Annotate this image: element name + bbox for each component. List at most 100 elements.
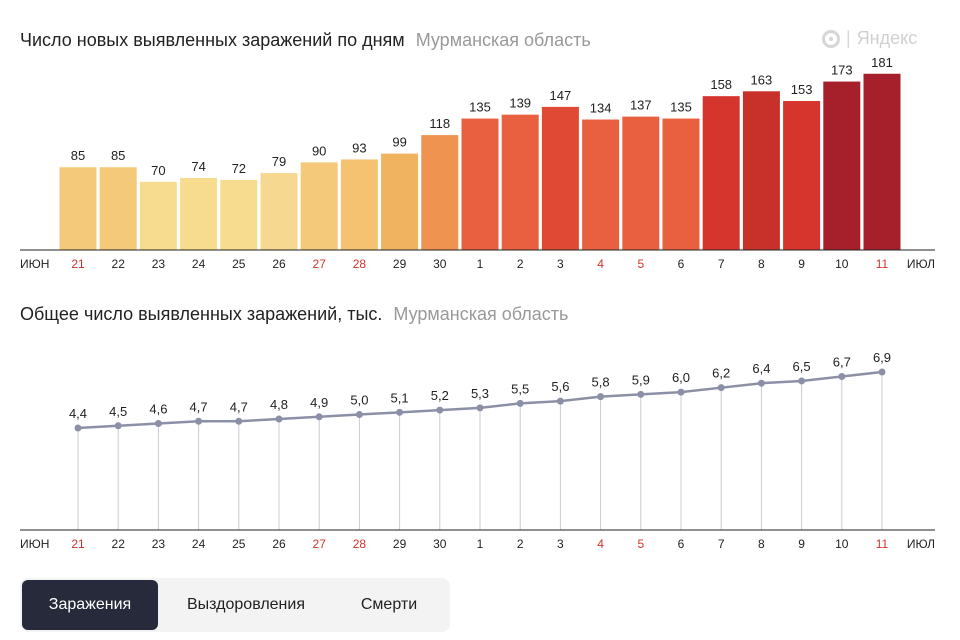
- x-tick-label: 28: [353, 537, 367, 551]
- x-tick-label: 27: [313, 257, 327, 271]
- chart2-title-row: Общее число выявленных заражений, тыс. М…: [20, 304, 568, 325]
- x-axis-end-label: ИЮЛ: [907, 257, 935, 271]
- data-point: [74, 424, 82, 432]
- bar: [59, 167, 97, 250]
- data-point: [396, 408, 404, 416]
- x-tick-label: 1: [477, 537, 484, 551]
- x-tick-label: 10: [835, 257, 849, 271]
- data-point: [195, 417, 203, 425]
- data-point: [516, 399, 524, 407]
- chart2-region: Мурманская область: [393, 304, 569, 324]
- bar-value-label: 90: [312, 143, 326, 158]
- x-tick-label: 5: [637, 537, 644, 551]
- point-value-label: 4,8: [270, 397, 288, 412]
- x-tick-label: 7: [718, 537, 725, 551]
- point-value-label: 6,9: [873, 350, 891, 365]
- point-value-label: 5,2: [431, 388, 449, 403]
- x-tick-label: 26: [272, 537, 286, 551]
- bar: [501, 114, 539, 250]
- bar-value-label: 70: [151, 163, 165, 178]
- logo-separator: |: [846, 28, 851, 48]
- x-tick-label: 25: [232, 537, 246, 551]
- x-tick-label: 9: [798, 257, 805, 271]
- bar-value-label: 85: [111, 148, 125, 163]
- x-tick-label: 26: [272, 257, 286, 271]
- bar-value-label: 74: [191, 159, 205, 174]
- tab-infections[interactable]: Заражения: [22, 580, 158, 630]
- yandex-logo: | Яндекс: [822, 28, 917, 49]
- data-point: [436, 406, 444, 414]
- bar-value-label: 93: [352, 140, 366, 155]
- bar: [783, 101, 821, 251]
- data-point: [476, 404, 484, 412]
- bar: [220, 179, 258, 250]
- data-point: [556, 397, 564, 405]
- x-axis-end-label: ИЮЛ: [907, 537, 935, 551]
- x-tick-label: 23: [152, 537, 166, 551]
- total-cases-line-chart: 4,4 4,5 4,6 4,7 4,7 4,8 4,9 5,0 5,1 5,2 5,3 5,5 5,6 5…: [20, 350, 935, 551]
- x-tick-label: 3: [557, 257, 564, 271]
- x-tick-label: 30: [433, 537, 447, 551]
- point-value-label: 5,5: [511, 381, 529, 396]
- bar: [461, 118, 499, 250]
- bar: [662, 118, 700, 250]
- point-value-label: 4,5: [109, 404, 127, 419]
- bar: [99, 167, 137, 250]
- x-tick-label: 25: [232, 257, 246, 271]
- point-value-label: 6,2: [712, 366, 730, 381]
- bar: [622, 116, 660, 251]
- data-point: [757, 379, 765, 387]
- yandex-logo-text: Яндекс: [856, 28, 918, 48]
- bar-value-label: 99: [392, 135, 406, 150]
- x-tick-label: 21: [71, 537, 85, 551]
- x-tick-label: 22: [112, 537, 126, 551]
- bar: [863, 73, 901, 251]
- tab-deaths[interactable]: Смерти: [360, 596, 418, 613]
- data-point: [838, 372, 846, 380]
- data-point: [154, 420, 162, 428]
- data-point: [355, 411, 363, 419]
- bar-value-label: 139: [509, 96, 531, 111]
- bar-value-label: 135: [469, 100, 491, 115]
- bar-value-label: 134: [590, 101, 612, 116]
- bar-value-label: 137: [630, 98, 652, 113]
- x-tick-label: 10: [835, 537, 849, 551]
- bar: [139, 181, 177, 250]
- point-value-label: 6,0: [672, 370, 690, 385]
- x-tick-label: 4: [597, 257, 604, 271]
- bar-value-label: 118: [429, 116, 450, 131]
- data-point: [637, 390, 645, 398]
- tab-recoveries[interactable]: Выздоровления: [187, 596, 305, 613]
- x-tick-label: 28: [353, 257, 367, 271]
- point-value-label: 4,7: [230, 399, 248, 414]
- x-tick-label: 29: [393, 537, 407, 551]
- point-value-label: 6,4: [752, 361, 770, 376]
- x-tick-label: 2: [517, 537, 524, 551]
- bar: [381, 153, 419, 250]
- x-tick-label: 22: [112, 257, 126, 271]
- point-value-label: 4,6: [149, 402, 167, 417]
- bar-value-label: 158: [710, 77, 732, 92]
- bar-value-label: 72: [232, 161, 246, 176]
- point-value-label: 4,9: [310, 395, 328, 410]
- point-value-label: 5,3: [471, 386, 489, 401]
- data-point: [878, 368, 886, 376]
- point-value-label: 5,6: [551, 379, 569, 394]
- chart1-title: Число новых выявленных заражений по дням: [20, 30, 405, 50]
- x-tick-label: 6: [678, 257, 685, 271]
- point-value-label: 5,9: [632, 372, 650, 387]
- data-point: [717, 384, 725, 392]
- data-point: [235, 417, 243, 425]
- x-tick-label: 30: [433, 257, 447, 271]
- bar: [702, 96, 740, 250]
- x-tick-label: 11: [876, 257, 889, 271]
- bar-value-label: 147: [550, 88, 572, 103]
- data-point: [315, 413, 323, 421]
- x-tick-label: 3: [557, 537, 564, 551]
- x-tick-label: 7: [718, 257, 725, 271]
- data-point: [597, 393, 605, 401]
- bar: [300, 162, 338, 250]
- bar-value-label: 135: [670, 100, 692, 115]
- point-value-label: 6,5: [793, 359, 811, 374]
